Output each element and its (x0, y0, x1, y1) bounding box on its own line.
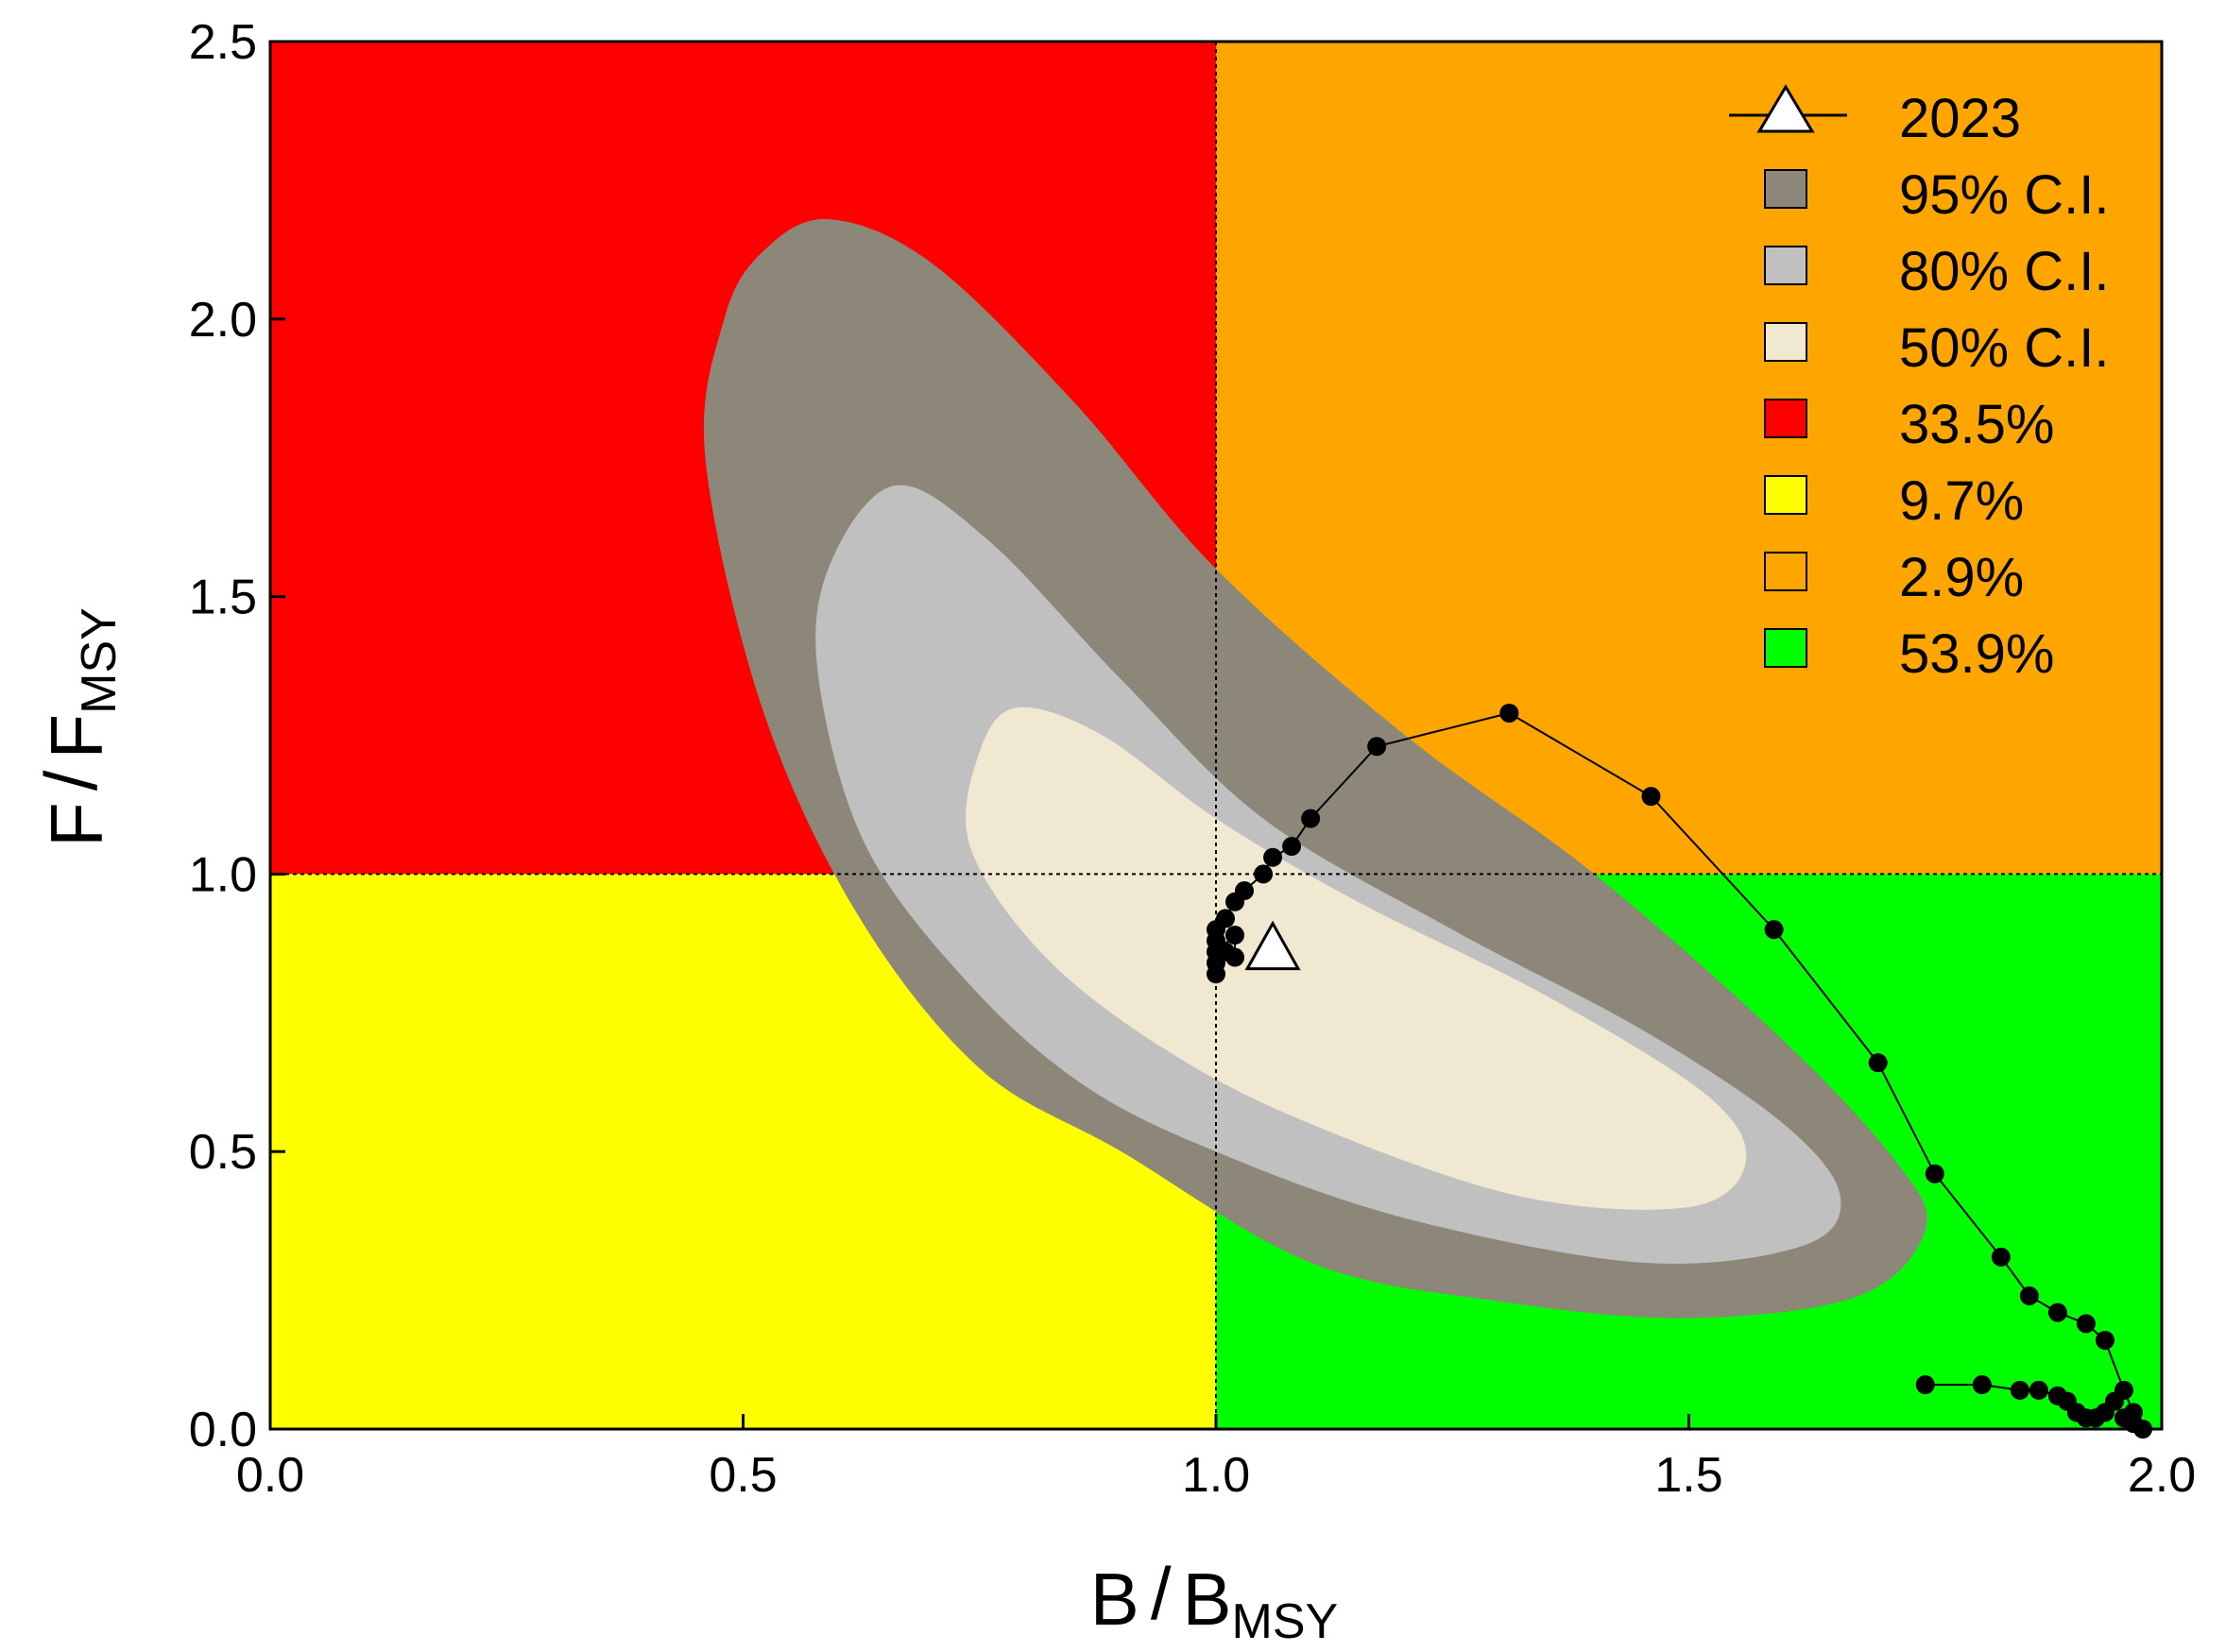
legend-label-0: 2023 (1899, 88, 2021, 149)
x-tick-label-4: 2.0 (2128, 1448, 2196, 1503)
trajectory-point-3 (2029, 1380, 2048, 1400)
trajectory-point-37 (1225, 947, 1245, 967)
legend: 2023 95% C.I. 80% C.I. 50% C.I. 33.5% 9.7% 2.9… (1729, 84, 2109, 685)
trajectory-point-32 (1225, 892, 1245, 911)
trajectory-point-19 (2019, 1286, 2039, 1305)
trajectory-point-16 (2095, 1330, 2115, 1350)
y-axis-title-main: F (35, 802, 118, 847)
trajectory-point-26 (1367, 737, 1387, 757)
trajectory-point-14 (2123, 1403, 2143, 1422)
trajectory-point-23 (1764, 920, 1784, 940)
trajectory-point-38 (1225, 926, 1245, 945)
legend-swatch-3 (1764, 322, 1807, 362)
trajectory-point-17 (2076, 1314, 2096, 1334)
x-tick-label-2: 1.0 (1182, 1448, 1250, 1503)
trajectory-point-28 (1282, 837, 1302, 857)
x-axis-title-main: B (1090, 1558, 1139, 1641)
legend-swatch-5 (1764, 475, 1807, 515)
current-year-triangle (1244, 920, 1301, 971)
legend-swatch-2 (1764, 246, 1807, 285)
trajectory-point-20 (1991, 1247, 2011, 1267)
y-axis-title-denominator: F (35, 714, 118, 759)
y-tick-label-3: 1.5 (189, 571, 257, 625)
y-tick-label-2: 1.0 (189, 847, 257, 902)
legend-label-6: 2.9% (1899, 547, 2024, 608)
x-axis-title-slash: / (1151, 1552, 1172, 1635)
trajectory-point-18 (2047, 1303, 2067, 1322)
y-axis-title: F/FMSY (29, 607, 127, 847)
x-tick-label-3: 1.5 (1654, 1448, 1722, 1503)
confidence-region-50pct (966, 707, 1747, 1210)
x-tick-label-0: 0.0 (236, 1448, 304, 1503)
legend-swatch-4 (1764, 399, 1807, 438)
y-tick-label-4: 2.0 (189, 293, 257, 348)
legend-label-3: 50% C.I. (1899, 317, 2109, 379)
trajectory-point-1 (1972, 1374, 1992, 1394)
current-year-marker (1244, 920, 1301, 971)
legend-swatch-7 (1764, 628, 1807, 668)
x-axis-title-denominator: B (1182, 1558, 1231, 1641)
trajectory-point-2 (2010, 1380, 2029, 1400)
legend-label-5: 9.7% (1899, 470, 2024, 532)
y-axis-title-subscript: MSY (72, 607, 127, 714)
trajectory-point-0 (1915, 1374, 1935, 1394)
trajectory-point-15 (2114, 1380, 2133, 1400)
trajectory-point-27 (1301, 809, 1321, 828)
x-axis-title-subscript: MSY (1232, 1594, 1339, 1649)
reference-lines (270, 42, 2162, 1429)
trajectory-point-29 (1263, 847, 1283, 867)
trajectory-point-24 (1641, 787, 1661, 807)
y-axis-title-slash: / (29, 770, 112, 791)
trajectory-point-22 (1868, 1053, 1888, 1073)
trajectory-point-21 (1925, 1164, 1944, 1184)
confidence-regions (703, 218, 1927, 1319)
x-tick-label-1: 0.5 (709, 1448, 777, 1503)
legend-swatch-1 (1764, 169, 1807, 209)
trajectory-point-30 (1254, 864, 1274, 884)
legend-label-2: 80% C.I. (1899, 241, 2109, 302)
legend-label-7: 53.9% (1899, 623, 2054, 685)
legend-swatch-6 (1764, 552, 1807, 591)
trajectory-point-41 (1207, 964, 1225, 984)
y-axis-ticks: 0.0 0.5 1.0 1.5 2.0 2.5 (189, 15, 285, 1457)
y-tick-label-0: 0.0 (189, 1403, 257, 1457)
x-axis-title: B / BMSY (1090, 1552, 1338, 1649)
legend-label-1: 95% C.I. (1899, 164, 2109, 226)
y-tick-label-1: 0.5 (189, 1125, 257, 1180)
y-tick-label-5: 2.5 (189, 15, 257, 70)
legend-label-4: 33.5% (1899, 394, 2054, 455)
trajectory-point-25 (1499, 703, 1519, 723)
x-axis-ticks: 0.0 0.5 1.0 1.5 2.0 (236, 1414, 2196, 1503)
legend-triangle-symbol (1756, 84, 1815, 133)
